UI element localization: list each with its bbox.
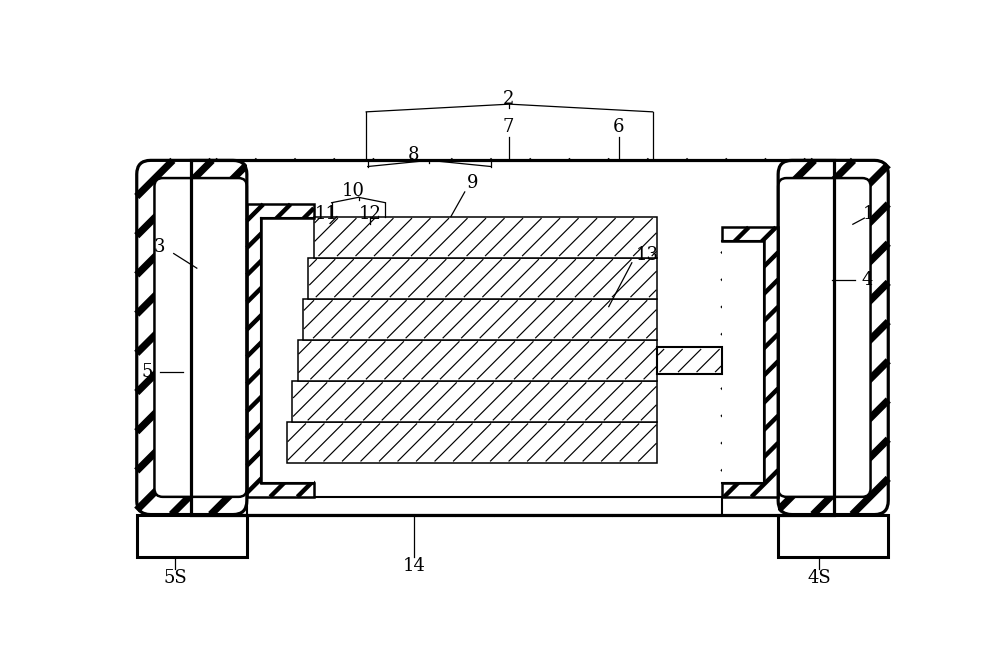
Text: 4: 4 <box>861 271 872 289</box>
Polygon shape <box>314 217 657 258</box>
Text: 13: 13 <box>636 246 659 264</box>
Text: 5: 5 <box>141 363 152 381</box>
Polygon shape <box>303 298 657 340</box>
Polygon shape <box>722 227 778 497</box>
Text: 12: 12 <box>359 205 381 223</box>
Text: 11: 11 <box>315 205 338 223</box>
Polygon shape <box>137 514 247 557</box>
Polygon shape <box>247 204 314 497</box>
Polygon shape <box>292 381 657 422</box>
Polygon shape <box>287 422 657 463</box>
Polygon shape <box>191 161 834 514</box>
Polygon shape <box>657 347 722 374</box>
Text: 2: 2 <box>503 90 514 108</box>
Polygon shape <box>298 340 657 381</box>
Text: 1: 1 <box>862 205 874 223</box>
Polygon shape <box>247 497 722 514</box>
Text: 8: 8 <box>408 146 420 164</box>
Polygon shape <box>247 161 778 514</box>
Text: 5S: 5S <box>163 569 187 587</box>
Text: 7: 7 <box>503 118 514 136</box>
FancyBboxPatch shape <box>778 178 871 497</box>
Polygon shape <box>778 514 888 557</box>
Polygon shape <box>722 242 764 483</box>
Polygon shape <box>308 258 657 298</box>
Polygon shape <box>137 161 247 514</box>
Text: 6: 6 <box>613 118 625 136</box>
FancyBboxPatch shape <box>154 178 247 497</box>
Text: 9: 9 <box>467 175 478 193</box>
Polygon shape <box>778 161 888 514</box>
Text: 10: 10 <box>342 182 365 200</box>
Text: 4S: 4S <box>807 569 831 587</box>
Polygon shape <box>261 218 314 483</box>
Text: 14: 14 <box>403 557 425 575</box>
Text: 3: 3 <box>154 238 166 256</box>
